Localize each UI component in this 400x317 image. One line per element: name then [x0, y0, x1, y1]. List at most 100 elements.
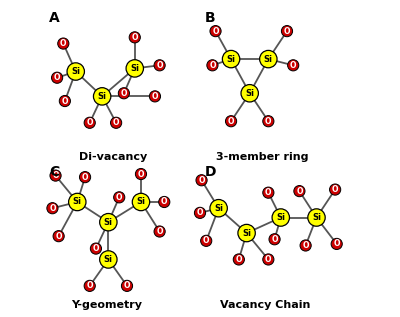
- Circle shape: [47, 203, 58, 214]
- Circle shape: [59, 95, 70, 107]
- Text: O: O: [296, 187, 303, 196]
- Text: Si: Si: [104, 255, 113, 264]
- Text: Si: Si: [104, 218, 113, 227]
- Text: Si: Si: [130, 64, 139, 73]
- Circle shape: [241, 85, 258, 102]
- Circle shape: [100, 213, 117, 231]
- Text: O: O: [271, 235, 278, 244]
- Text: O: O: [55, 232, 62, 241]
- Text: O: O: [54, 73, 60, 82]
- Text: O: O: [302, 241, 309, 250]
- Circle shape: [67, 63, 84, 80]
- Circle shape: [100, 251, 117, 268]
- Circle shape: [84, 280, 95, 291]
- Text: O: O: [132, 33, 138, 42]
- Text: O: O: [113, 118, 119, 127]
- Circle shape: [110, 117, 122, 128]
- Circle shape: [226, 116, 237, 127]
- Circle shape: [94, 88, 111, 105]
- Circle shape: [80, 171, 91, 183]
- Circle shape: [330, 184, 341, 195]
- Circle shape: [233, 254, 244, 265]
- Text: O: O: [290, 61, 296, 70]
- Circle shape: [84, 117, 95, 128]
- Circle shape: [154, 226, 165, 237]
- Text: O: O: [156, 61, 163, 70]
- Text: Y-geometry: Y-geometry: [71, 300, 142, 309]
- Text: Si: Si: [226, 55, 236, 64]
- Circle shape: [58, 38, 69, 49]
- Text: O: O: [197, 208, 203, 217]
- Text: O: O: [228, 117, 234, 126]
- Text: C: C: [49, 165, 60, 179]
- Circle shape: [149, 91, 160, 102]
- Circle shape: [263, 187, 274, 198]
- Text: O: O: [198, 176, 205, 185]
- Text: Si: Si: [73, 197, 82, 206]
- Circle shape: [288, 60, 299, 71]
- Circle shape: [272, 209, 290, 226]
- Text: O: O: [212, 27, 219, 36]
- Text: Si: Si: [242, 229, 251, 237]
- Circle shape: [281, 26, 292, 37]
- Circle shape: [68, 193, 86, 211]
- Text: O: O: [52, 171, 59, 180]
- Circle shape: [210, 199, 227, 217]
- Text: O: O: [236, 255, 242, 264]
- Circle shape: [135, 168, 146, 180]
- Circle shape: [260, 50, 277, 68]
- Text: D: D: [205, 165, 216, 179]
- Text: 3-member ring: 3-member ring: [216, 152, 308, 162]
- Text: O: O: [62, 97, 68, 106]
- Text: O: O: [156, 227, 163, 236]
- Circle shape: [300, 240, 311, 251]
- Circle shape: [331, 238, 342, 249]
- Text: Si: Si: [276, 213, 285, 222]
- Text: O: O: [265, 255, 272, 264]
- Circle shape: [132, 193, 150, 211]
- Text: Si: Si: [71, 67, 80, 76]
- Text: O: O: [124, 281, 130, 290]
- Text: Di-vacancy: Di-vacancy: [79, 152, 147, 162]
- Circle shape: [122, 280, 132, 291]
- Text: O: O: [284, 27, 290, 36]
- Text: O: O: [49, 204, 56, 213]
- Text: O: O: [152, 92, 158, 101]
- Text: O: O: [116, 193, 122, 202]
- Text: O: O: [334, 239, 340, 249]
- Circle shape: [238, 224, 255, 242]
- Text: O: O: [93, 244, 99, 253]
- Circle shape: [263, 254, 274, 265]
- Circle shape: [263, 116, 274, 127]
- Circle shape: [269, 234, 280, 245]
- Text: O: O: [161, 197, 168, 206]
- Circle shape: [194, 207, 206, 218]
- Text: Si: Si: [264, 55, 273, 64]
- Text: O: O: [209, 61, 216, 70]
- Circle shape: [159, 197, 170, 208]
- Circle shape: [201, 235, 212, 246]
- Text: O: O: [138, 170, 144, 178]
- Text: O: O: [203, 236, 210, 245]
- Circle shape: [126, 60, 144, 77]
- Circle shape: [222, 50, 240, 68]
- Text: O: O: [265, 117, 272, 126]
- Text: Si: Si: [136, 197, 146, 206]
- Text: Si: Si: [98, 92, 107, 101]
- Text: B: B: [205, 11, 215, 25]
- Text: O: O: [60, 39, 66, 48]
- Text: O: O: [332, 185, 338, 194]
- Circle shape: [52, 72, 63, 83]
- Text: O: O: [121, 89, 127, 98]
- Circle shape: [114, 192, 125, 203]
- Text: O: O: [86, 118, 93, 127]
- Circle shape: [129, 32, 140, 43]
- Circle shape: [210, 26, 221, 37]
- Circle shape: [53, 230, 64, 242]
- Text: O: O: [82, 173, 88, 182]
- Circle shape: [294, 185, 305, 197]
- Circle shape: [207, 60, 218, 71]
- Circle shape: [308, 209, 325, 226]
- Text: O: O: [265, 188, 272, 197]
- Text: A: A: [49, 11, 60, 25]
